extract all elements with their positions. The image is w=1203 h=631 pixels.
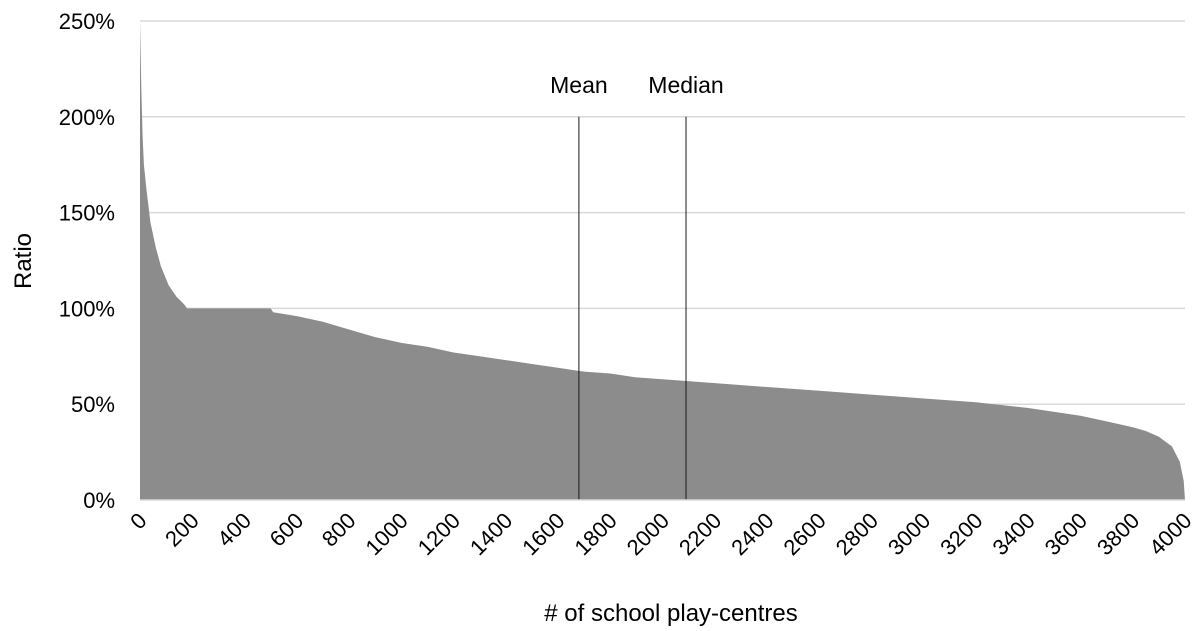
x-tick-label: 1000	[360, 508, 412, 560]
series-area	[140, 21, 1185, 500]
x-tick-label: 600	[265, 508, 309, 552]
y-tick-label: 50%	[71, 392, 115, 417]
x-tick-label: 1200	[413, 508, 465, 560]
annotation-label: Median	[648, 72, 723, 98]
x-tick-label: 1400	[465, 508, 517, 560]
y-axis-title: Ratio	[10, 233, 37, 289]
x-tick-label: 3800	[1092, 508, 1144, 560]
x-tick-label: 200	[160, 508, 204, 552]
x-tick-label: 4000	[1144, 508, 1196, 560]
x-tick-label: 1800	[569, 508, 621, 560]
x-tick-label: 2200	[674, 508, 726, 560]
y-tick-label: 100%	[59, 296, 115, 321]
x-tick-label: 0	[125, 508, 151, 534]
annotation-label: Mean	[550, 72, 608, 98]
x-tick-label: 800	[317, 508, 361, 552]
y-tick-label: 0%	[83, 488, 115, 513]
y-axis-ticks: 0% 50% 100% 150% 200% 250%	[59, 9, 115, 513]
x-tick-label: 3200	[935, 508, 987, 560]
x-tick-label: 2600	[778, 508, 830, 560]
x-tick-label: 3000	[883, 508, 935, 560]
y-tick-label: 250%	[59, 9, 115, 34]
x-axis-title: # of school play-centres	[544, 600, 797, 627]
x-tick-label: 2800	[831, 508, 883, 560]
x-tick-label: 400	[212, 508, 256, 552]
y-tick-label: 150%	[59, 201, 115, 226]
x-tick-label: 2400	[726, 508, 778, 560]
x-tick-label: 2000	[622, 508, 674, 560]
y-tick-label: 200%	[59, 105, 115, 130]
x-tick-label: 1600	[517, 508, 569, 560]
x-tick-label: 3400	[987, 508, 1039, 560]
x-tick-label: 3600	[1040, 508, 1092, 560]
annotations: Mean Median	[550, 72, 724, 500]
grid-lines	[140, 20, 1185, 405]
x-axis-ticks: 0 200 400 600 800 1000 1200 1400 1600 1800 2000 220…	[125, 508, 1196, 560]
